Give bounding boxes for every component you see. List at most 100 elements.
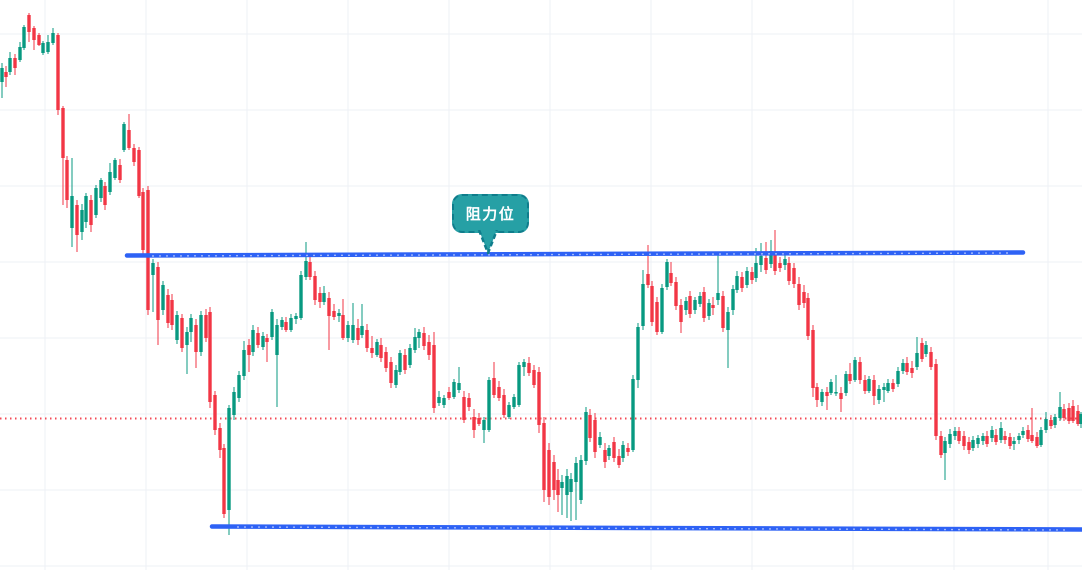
- candle: [848, 363, 852, 384]
- candle: [631, 375, 635, 452]
- candle: [967, 437, 971, 454]
- candle: [137, 147, 141, 198]
- candle: [665, 259, 669, 290]
- candle: [208, 307, 212, 408]
- candle: [915, 337, 919, 370]
- candle: [213, 391, 217, 435]
- candle: [579, 455, 583, 504]
- candle: [863, 375, 867, 394]
- candle: [532, 365, 536, 388]
- candle: [891, 379, 895, 392]
- candle: [472, 409, 476, 438]
- candle: [829, 379, 833, 395]
- candle: [896, 367, 900, 387]
- candle: [22, 25, 26, 50]
- candle: [512, 394, 516, 409]
- candle: [351, 303, 355, 343]
- candle: [565, 469, 569, 518]
- candle: [674, 277, 678, 310]
- candle: [617, 449, 621, 468]
- candle: [204, 309, 208, 342]
- resistance-trendline[interactable]: [124, 250, 1026, 258]
- candle: [194, 319, 198, 368]
- candle: [80, 204, 84, 240]
- candle: [598, 432, 602, 448]
- candle: [89, 195, 93, 232]
- candle: [953, 427, 957, 440]
- candle: [132, 144, 136, 166]
- candle: [603, 443, 607, 468]
- candle: [1017, 433, 1021, 444]
- resistance-callout-label: 阻力位: [465, 205, 516, 223]
- candle: [346, 321, 350, 342]
- candle: [905, 357, 909, 375]
- candle: [284, 317, 288, 332]
- candle: [948, 429, 952, 448]
- candle: [227, 405, 231, 535]
- candle: [750, 267, 754, 284]
- candle: [161, 281, 165, 315]
- candle: [318, 287, 322, 308]
- candle: [853, 357, 857, 382]
- candle: [721, 291, 725, 332]
- candle: [569, 473, 573, 521]
- candle: [156, 262, 160, 345]
- support-trendline[interactable]: [209, 524, 1082, 532]
- candle: [341, 299, 345, 340]
- candle: [462, 391, 466, 423]
- candle: [702, 287, 706, 322]
- candle: [621, 441, 625, 462]
- candle: [403, 349, 407, 374]
- candle: [574, 457, 578, 520]
- candle: [8, 52, 12, 75]
- candle: [626, 443, 630, 456]
- candle: [327, 292, 331, 350]
- candle: [237, 371, 241, 402]
- candle: [4, 66, 8, 87]
- candle: [75, 200, 79, 252]
- candle: [552, 455, 556, 500]
- candle: [872, 375, 876, 405]
- candle: [711, 297, 715, 315]
- candle: [999, 422, 1003, 443]
- candle: [792, 263, 796, 288]
- candle: [46, 35, 50, 54]
- candle: [560, 475, 564, 515]
- candle: [867, 376, 871, 393]
- candle: [839, 387, 843, 412]
- candle: [957, 427, 961, 444]
- candle: [920, 338, 924, 362]
- candle: [337, 309, 341, 322]
- candle: [1030, 408, 1034, 443]
- candle: [522, 359, 526, 376]
- candle: [457, 367, 461, 393]
- candle: [417, 329, 421, 348]
- candle: [924, 341, 928, 357]
- candle: [688, 291, 692, 318]
- candle: [141, 188, 145, 256]
- candle: [122, 122, 126, 152]
- candle: [256, 327, 260, 348]
- resistance-callout[interactable]: 阻力位: [452, 194, 529, 233]
- candle: [1012, 437, 1016, 450]
- candle: [806, 293, 810, 340]
- candle: [636, 323, 640, 388]
- candle: [650, 281, 654, 326]
- candle: [360, 304, 364, 338]
- candle: [437, 391, 441, 406]
- candle: [1079, 412, 1082, 428]
- candle: [37, 33, 41, 46]
- candle: [1039, 427, 1043, 447]
- candle: [497, 381, 501, 401]
- candle: [398, 350, 402, 375]
- candle: [716, 253, 720, 305]
- candle: [971, 436, 975, 451]
- candle: [94, 185, 98, 218]
- candle: [660, 284, 664, 334]
- candle: [492, 362, 496, 398]
- candle: [588, 409, 592, 442]
- candle: [1049, 415, 1053, 429]
- candle: [844, 371, 848, 396]
